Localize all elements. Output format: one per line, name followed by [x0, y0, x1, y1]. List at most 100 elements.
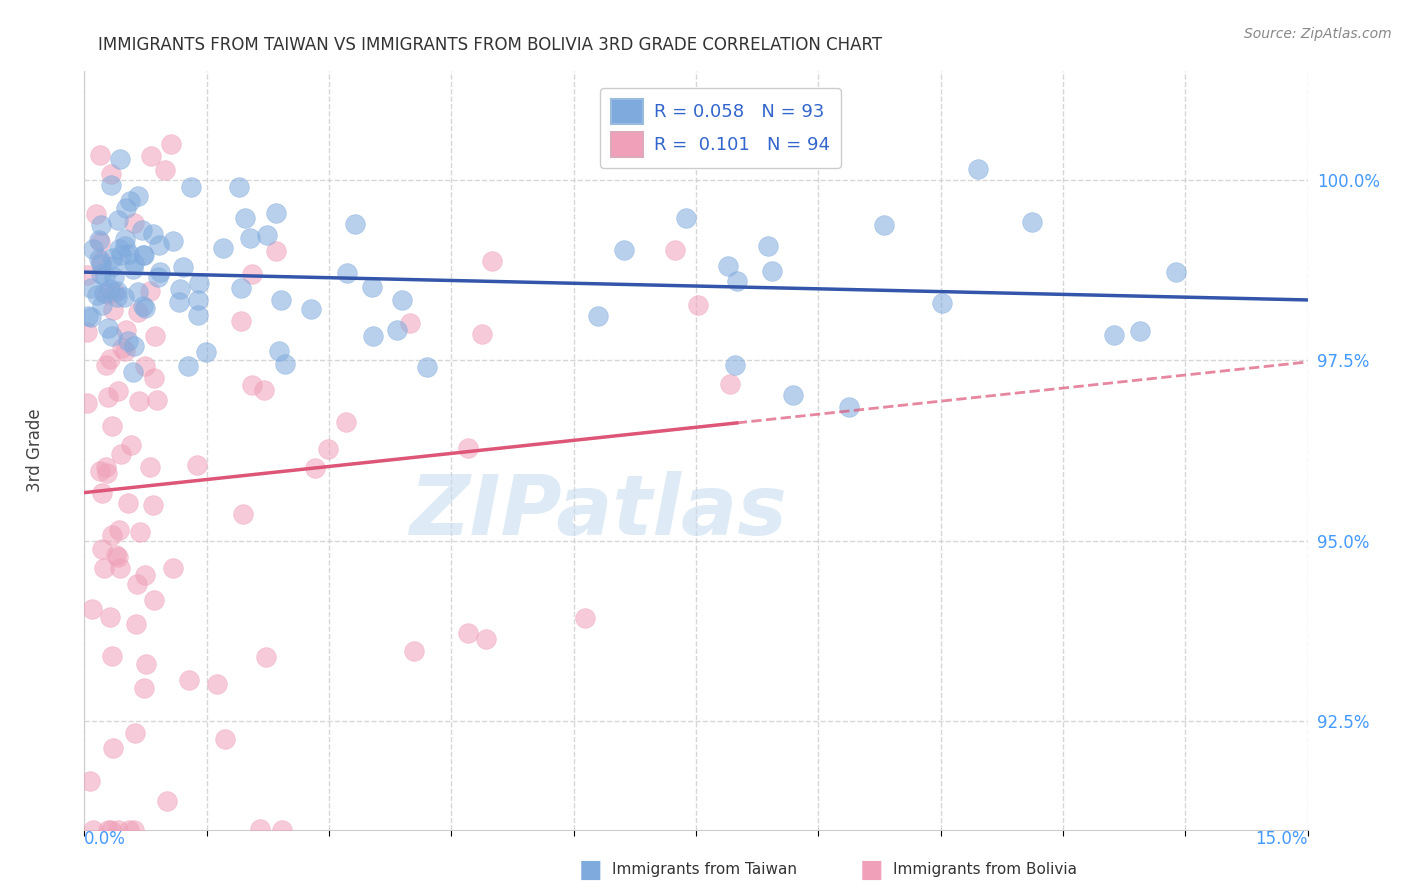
Text: 15.0%: 15.0% [1256, 830, 1308, 847]
Point [1021, 215, 1043, 229]
Text: ZIPatlas: ZIPatlas [409, 471, 787, 551]
Point [756, 239, 779, 253]
Point [76, 268, 98, 282]
Point [89, 235, 111, 249]
Point [118, 822, 141, 837]
Point [111, 342, 134, 356]
Point [103, 302, 125, 317]
Point [96, 460, 118, 475]
Point [127, 304, 149, 318]
Point [105, 290, 128, 304]
Point [93, 269, 115, 284]
Point [416, 360, 439, 375]
Point [149, 265, 172, 279]
Point [457, 441, 479, 455]
Point [131, 299, 153, 313]
Point [101, 528, 124, 542]
Point [100, 610, 122, 624]
Point [475, 632, 498, 646]
Point [269, 344, 291, 359]
Point [177, 673, 200, 688]
Point [143, 329, 166, 343]
Point [153, 162, 176, 177]
Point [838, 400, 860, 414]
Point [686, 297, 709, 311]
Point [97, 822, 120, 837]
Point [103, 285, 125, 299]
Point [104, 548, 127, 562]
Point [195, 345, 218, 359]
Point [142, 498, 165, 512]
Point [129, 524, 152, 539]
Point [134, 568, 156, 582]
Point [180, 179, 202, 194]
Point [162, 561, 184, 575]
Point [391, 293, 413, 308]
Text: Source: ZipAtlas.com: Source: ZipAtlas.com [1244, 27, 1392, 41]
Point [664, 243, 686, 257]
Point [725, 274, 748, 288]
Point [127, 577, 149, 591]
Point [457, 626, 479, 640]
Point [240, 267, 263, 281]
Point [100, 649, 122, 664]
Point [96, 287, 118, 301]
Point [142, 227, 165, 241]
Point [93, 561, 115, 575]
Point [124, 726, 146, 740]
Point [122, 365, 145, 379]
Point [588, 309, 610, 323]
Point [162, 235, 184, 249]
Point [108, 153, 131, 167]
Point [110, 248, 132, 262]
Point [89, 233, 111, 247]
Point [188, 277, 211, 291]
Point [108, 561, 131, 575]
Point [90, 267, 112, 281]
Point [718, 376, 741, 391]
Point [107, 213, 129, 227]
Point [574, 610, 596, 624]
Text: 3rd Grade: 3rd Grade [27, 409, 45, 492]
Point [132, 681, 155, 695]
Point [117, 334, 139, 348]
Point [186, 458, 208, 473]
Point [118, 246, 141, 260]
Point [120, 194, 142, 209]
Point [240, 377, 263, 392]
Point [97, 390, 120, 404]
Point [80, 602, 103, 616]
Point [91, 486, 114, 500]
Point [316, 442, 339, 456]
Point [233, 211, 256, 226]
Point [101, 259, 124, 273]
Point [138, 285, 160, 299]
Point [96, 466, 118, 480]
Point [212, 242, 235, 256]
Point [142, 593, 165, 607]
Point [107, 822, 129, 837]
Point [253, 383, 276, 397]
Point [134, 301, 156, 315]
Point [299, 302, 322, 317]
Point [675, 211, 697, 225]
Point [101, 252, 124, 266]
Point [114, 239, 136, 253]
Point [122, 256, 145, 270]
Point [160, 136, 183, 151]
Point [146, 392, 169, 407]
Point [256, 228, 278, 243]
Point [931, 296, 953, 310]
Point [100, 329, 122, 343]
Point [120, 438, 142, 452]
Point [232, 507, 254, 521]
Point [270, 293, 292, 307]
Point [229, 314, 252, 328]
Point [94, 358, 117, 372]
Point [122, 822, 145, 837]
Point [139, 460, 162, 475]
Point [101, 419, 124, 434]
Legend: R = 0.058   N = 93, R =  0.101   N = 94: R = 0.058 N = 93, R = 0.101 N = 94 [600, 88, 841, 168]
Point [782, 388, 804, 402]
Point [873, 219, 896, 233]
